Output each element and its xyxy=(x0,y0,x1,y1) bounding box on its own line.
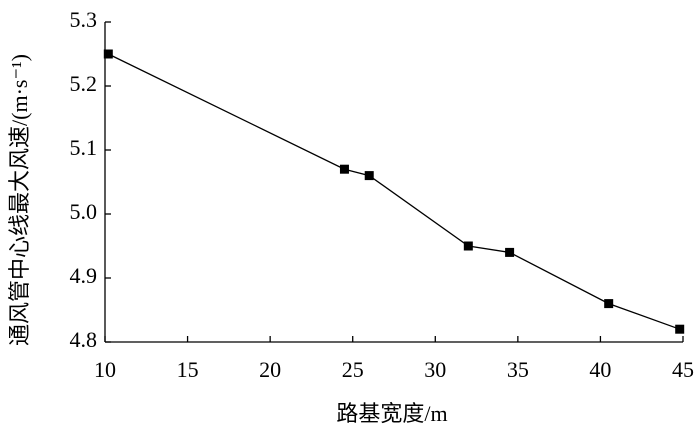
x-tick-label: 10 xyxy=(94,357,116,382)
y-tick-label: 5.0 xyxy=(70,199,98,224)
y-tick-label: 5.1 xyxy=(70,135,98,160)
y-axis-title: 通风管中心线最大风速/(m·s⁻¹) xyxy=(7,54,32,346)
y-tick-label: 4.9 xyxy=(70,263,98,288)
x-tick-label: 30 xyxy=(424,357,446,382)
marker xyxy=(463,241,473,251)
x-tick-label: 40 xyxy=(589,357,611,382)
marker xyxy=(604,299,614,309)
x-tick-label: 15 xyxy=(177,357,199,382)
x-axis-title: 路基宽度/m xyxy=(336,401,447,426)
marker xyxy=(505,247,515,257)
data-line xyxy=(108,53,680,330)
y-tick-label: 5.2 xyxy=(70,71,98,96)
marker xyxy=(339,164,349,174)
x-tick-label: 35 xyxy=(507,357,529,382)
x-tick-label: 20 xyxy=(259,357,281,382)
y-tick-label: 4.8 xyxy=(70,327,98,352)
x-tick-label: 25 xyxy=(342,357,364,382)
marker xyxy=(103,49,113,59)
y-tick-label: 5.3 xyxy=(70,7,98,32)
x-tick-label: 45 xyxy=(672,357,694,382)
marker xyxy=(364,171,374,181)
marker xyxy=(675,324,685,334)
